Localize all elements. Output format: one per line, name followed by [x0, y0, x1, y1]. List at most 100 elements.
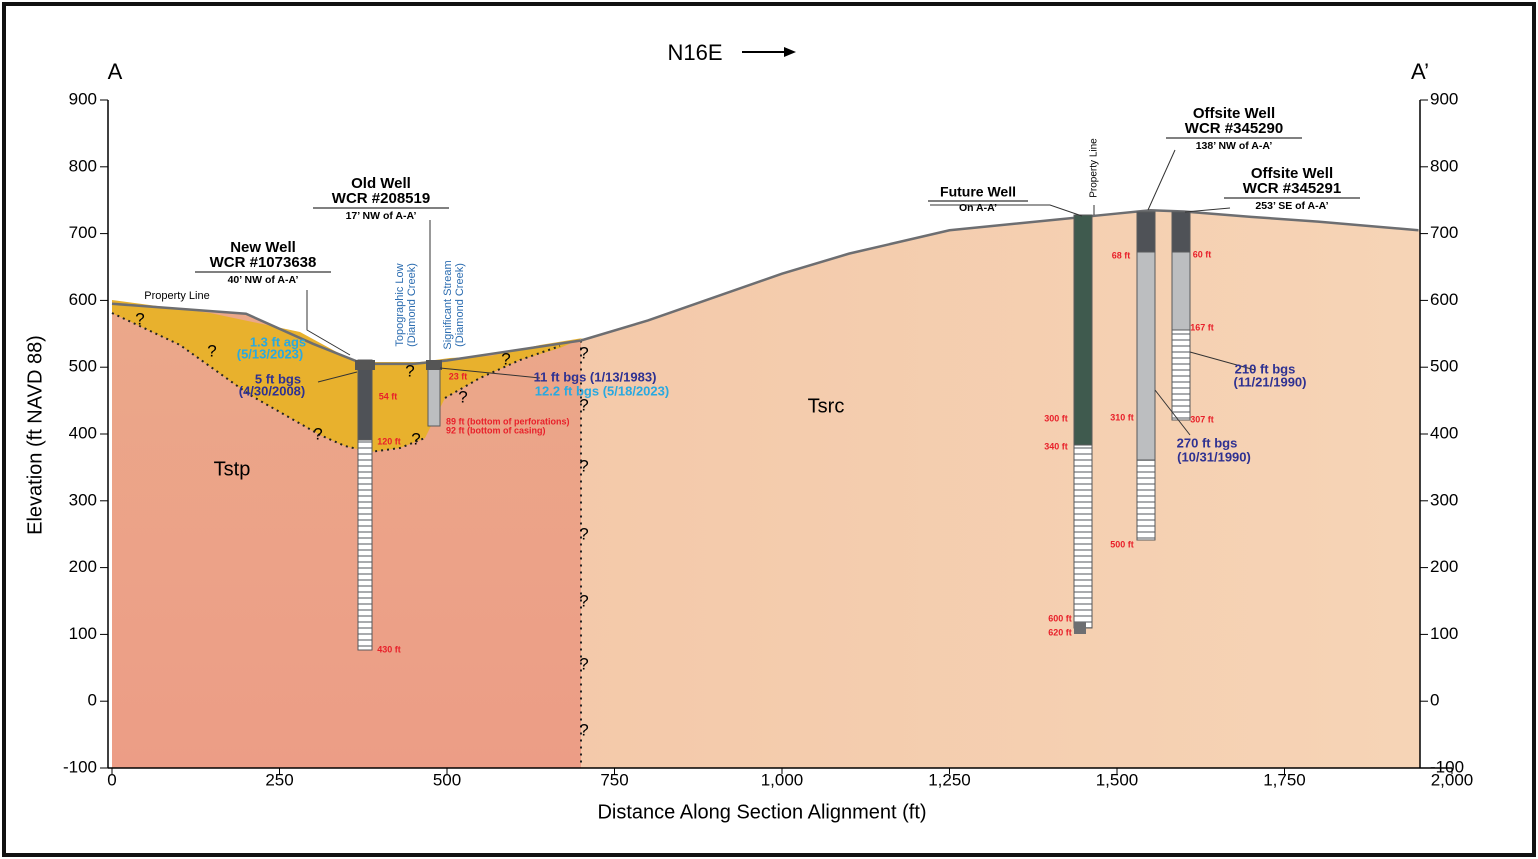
y-axis-label: Elevation (ft NAVD 88) — [24, 335, 46, 535]
depth-label: 310 ft — [1110, 412, 1134, 422]
query-mark: ? — [579, 343, 588, 362]
y-tick-label: 0 — [88, 691, 97, 710]
query-mark: ? — [135, 309, 144, 328]
well-casing — [1137, 212, 1155, 252]
well-casing — [1074, 215, 1092, 445]
stream-label: Significant Stream — [442, 260, 454, 349]
y-tick-label-right: 400 — [1430, 423, 1458, 442]
x-tick-label: 500 — [433, 770, 461, 789]
depth-label: 340 ft — [1044, 441, 1068, 451]
query-mark: ? — [411, 429, 420, 448]
query-mark: ? — [579, 456, 588, 475]
water-level: (11/21/1990) — [1233, 374, 1306, 389]
section-start: A — [108, 59, 123, 84]
query-mark: ? — [579, 720, 588, 739]
well-head — [426, 360, 442, 370]
stream-label: Topographic Low — [394, 263, 406, 346]
x-tick-label: 250 — [265, 770, 293, 789]
unit-label: Tstp — [214, 458, 251, 480]
property-line: Property Line — [1089, 138, 1100, 198]
well-casing — [428, 362, 440, 426]
water-level: 12.2 ft bgs (5/18/2023) — [535, 383, 669, 398]
well-casing — [1172, 252, 1190, 330]
stream-label: (Diamond Creek) — [406, 263, 418, 347]
water-level: (4/30/2008) — [239, 383, 306, 398]
stream-label: (Diamond Creek) — [454, 263, 466, 347]
depth-label: 300 ft — [1044, 413, 1068, 423]
well-casing — [1172, 212, 1190, 252]
query-mark: ? — [207, 341, 216, 360]
well-offset: 40’ NW of A-A’ — [228, 274, 299, 286]
well-head — [355, 360, 375, 370]
well-casing — [1137, 460, 1155, 540]
well-name: Future Well — [940, 184, 1016, 200]
x-tick-label: 1,500 — [1096, 770, 1139, 789]
x-tick-label: 1,750 — [1263, 770, 1306, 789]
y-tick-label-right: 200 — [1430, 557, 1458, 576]
y-tick-label: 300 — [69, 490, 97, 509]
well-id: WCR #208519 — [332, 190, 430, 207]
y-tick-label: 700 — [69, 223, 97, 242]
well-offset: 253’ SE of A-A’ — [1255, 200, 1328, 212]
water-level: (10/31/1990) — [1177, 449, 1251, 464]
x-axis-label: Distance Along Section Alignment (ft) — [597, 801, 926, 823]
water-level: 270 ft bgs — [1177, 435, 1238, 450]
y-tick-label-right: 600 — [1430, 290, 1458, 309]
depth-label: 620 ft — [1048, 627, 1072, 637]
property-line: Property Line — [144, 290, 209, 302]
y-tick-label-right: 500 — [1430, 357, 1458, 376]
unit-label: Tsrc — [808, 395, 845, 417]
well-casing — [1137, 252, 1155, 460]
y-tick-label: 400 — [69, 423, 97, 442]
query-mark: ? — [313, 424, 322, 443]
well-casing — [1172, 330, 1190, 420]
water-level: (5/13/2023) — [237, 346, 304, 361]
x-tick-label: 1,000 — [761, 770, 804, 789]
y-tick-label-right: 0 — [1430, 691, 1439, 710]
y-tick-label: -100 — [63, 757, 97, 776]
y-tick-label: 800 — [69, 156, 97, 175]
depth-label: 430 ft — [377, 644, 401, 654]
chart-title: N16E — [667, 40, 722, 65]
y-tick-label-right: 700 — [1430, 223, 1458, 242]
well-bottom — [1074, 622, 1086, 634]
well-id: WCR #1073638 — [210, 254, 317, 271]
well-id: WCR #345290 — [1185, 120, 1283, 137]
y-tick-label-right: 100 — [1430, 624, 1458, 643]
section-end: A’ — [1411, 59, 1429, 84]
well-casing — [1074, 445, 1092, 628]
well-casing — [358, 440, 372, 650]
query-mark: ? — [579, 591, 588, 610]
page: N16E A A’ Distance Along Section Alignme… — [0, 0, 1538, 859]
query-mark: ? — [579, 395, 588, 414]
chart: N16E A A’ Distance Along Section Alignme… — [0, 0, 1538, 859]
query-mark: ? — [579, 654, 588, 673]
depth-label: 167 ft — [1190, 322, 1214, 332]
well-casing — [358, 360, 372, 440]
depth-label: 92 ft (bottom of casing) — [446, 425, 546, 435]
depth-label: 307 ft — [1190, 414, 1214, 424]
depth-label: 600 ft — [1048, 613, 1072, 623]
depth-label: 60 ft — [1193, 249, 1212, 259]
x-tick-label: 1,250 — [928, 770, 971, 789]
y-tick-label: 900 — [69, 89, 97, 108]
y-tick-label: 500 — [69, 357, 97, 376]
x-tick-label: 2,000 — [1431, 770, 1474, 789]
depth-label: 500 ft — [1110, 539, 1134, 549]
y-tick-label: 600 — [69, 290, 97, 309]
y-tick-label: 100 — [69, 624, 97, 643]
query-mark: ? — [405, 361, 414, 380]
y-tick-label: 200 — [69, 557, 97, 576]
query-mark: ? — [579, 524, 588, 543]
y-tick-label-right: 900 — [1430, 89, 1458, 108]
query-mark: ? — [501, 349, 510, 368]
well-offset: On A-A’ — [959, 202, 997, 214]
x-tick-label: 0 — [107, 770, 116, 789]
depth-label: 54 ft — [379, 391, 398, 401]
well-offset: 17’ NW of A-A’ — [346, 210, 417, 222]
depth-label: 120 ft — [377, 436, 401, 446]
query-mark: ? — [458, 387, 467, 406]
depth-label: 23 ft — [449, 371, 468, 381]
water-level: 11 ft bgs (1/13/1983) — [534, 369, 657, 384]
y-tick-label-right: 800 — [1430, 156, 1458, 175]
